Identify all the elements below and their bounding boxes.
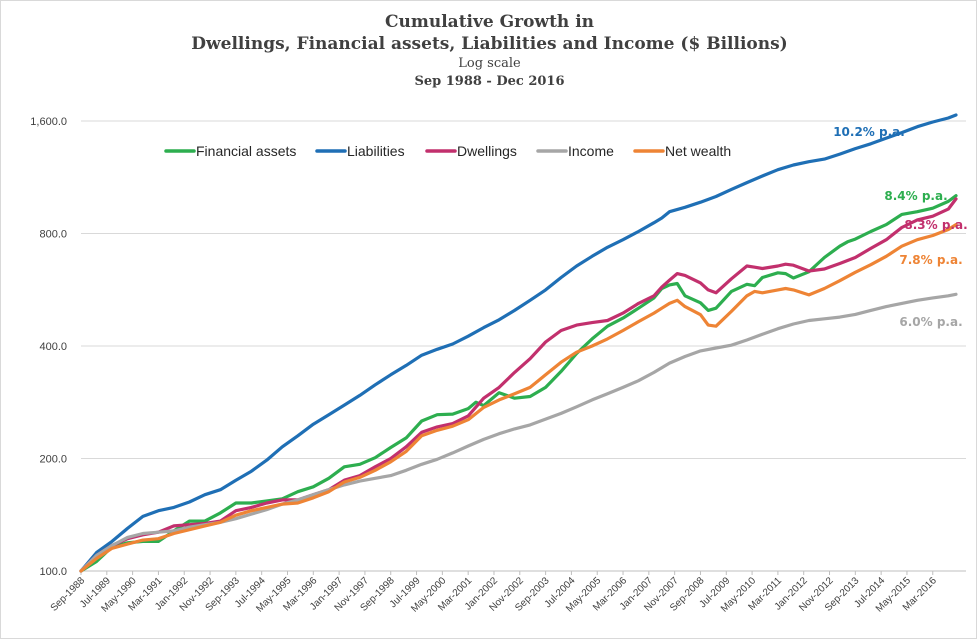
x-tick-label: Sep-1988 <box>49 575 88 614</box>
y-tick-label: 800.0 <box>39 229 67 241</box>
series-line-income <box>79 292 958 573</box>
series-line-net-wealth <box>79 223 958 573</box>
legend-label: Net wealth <box>665 143 731 159</box>
y-tick-label: 400.0 <box>39 341 67 353</box>
growth-annotation: 7.8% p.a. <box>899 253 962 267</box>
chart-date-range: Sep 1988 - Dec 2016 <box>414 74 565 89</box>
growth-annotation: 8.4% p.a. <box>884 189 947 203</box>
growth-annotation: 10.2% p.a. <box>833 125 905 139</box>
chart-titles: Cumulative Growth in Dwellings, Financia… <box>1 11 977 91</box>
y-tick-label: 200.0 <box>39 454 67 466</box>
growth-annotation: 6.0% p.a. <box>899 315 962 329</box>
y-tick-label: 1,600.0 <box>30 116 67 128</box>
y-tick-label: 100.0 <box>39 566 67 578</box>
chart-title: Cumulative Growth in <box>384 12 595 32</box>
legend-label: Income <box>568 143 614 159</box>
series-line-financial-assets <box>79 194 958 573</box>
legend-label: Dwellings <box>457 143 517 159</box>
series-line-dwellings <box>79 197 958 573</box>
chart-title-line2: Dwellings, Financial assets, Liabilities… <box>191 34 788 54</box>
series-line-liabilities <box>79 113 958 573</box>
legend-label: Liabilities <box>347 143 405 159</box>
legend-label: Financial assets <box>196 143 296 159</box>
chart-subtitle: Log scale <box>458 56 521 71</box>
growth-annotation: 8.3% p.a. <box>904 218 967 232</box>
